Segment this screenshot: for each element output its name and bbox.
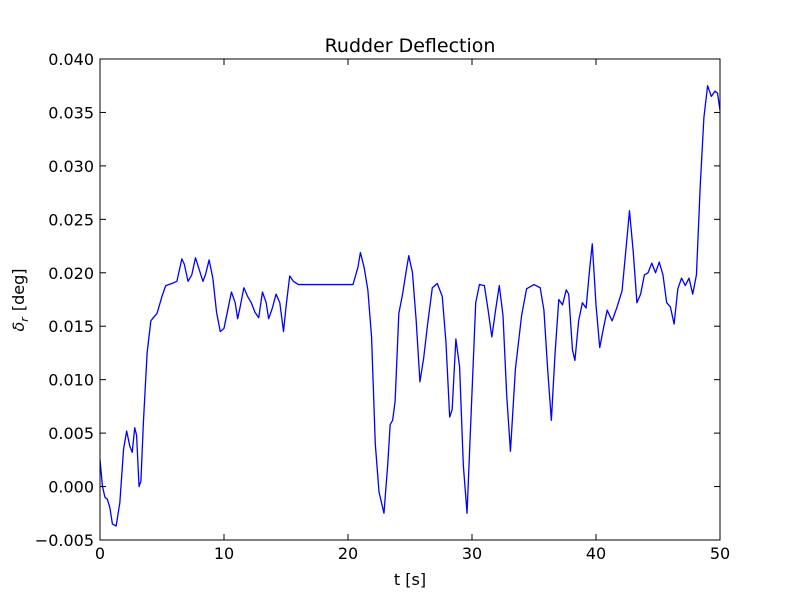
- x-tick-label: 10: [214, 544, 234, 563]
- y-axis-ticks: −0.005 0.000 0.005 0.010 0.015 0.020 0.025 0.03…: [35, 50, 720, 550]
- x-tick-label: 50: [710, 544, 730, 563]
- y-tick-label: 0.035: [48, 103, 94, 122]
- plot-area: 0 10 20 30 40 50 −0.005 0.000 0.005 0.010 0.015 0.…: [35, 50, 730, 563]
- y-tick-label: 0.005: [48, 424, 94, 443]
- x-tick-label: 30: [462, 544, 482, 563]
- series-line: [100, 85, 720, 527]
- y-axis-label-subscript: r: [18, 316, 31, 322]
- x-tick-label: 0: [95, 544, 105, 563]
- y-tick-label: 0.030: [48, 157, 94, 176]
- x-axis-label: t [s]: [394, 570, 426, 589]
- y-tick-label: 0.040: [48, 50, 94, 69]
- y-tick-label: 0.010: [48, 371, 94, 390]
- x-axis-ticks: 0 10 20 30 40 50: [95, 59, 730, 563]
- y-tick-label: 0.020: [48, 264, 94, 283]
- chart-title: Rudder Deflection: [325, 35, 496, 57]
- y-axis-label-symbol: δ: [9, 321, 28, 331]
- y-axis-label: δr [deg]: [9, 269, 31, 332]
- axes-frame: [99, 58, 721, 541]
- y-tick-label: 0.000: [48, 478, 94, 497]
- y-tick-label: 0.015: [48, 317, 94, 336]
- x-tick-label: 20: [338, 544, 358, 563]
- x-tick-label: 40: [586, 544, 606, 563]
- y-tick-label: 0.025: [48, 210, 94, 229]
- y-axis-label-unit: [deg]: [9, 269, 28, 312]
- y-tick-label: −0.005: [35, 531, 94, 550]
